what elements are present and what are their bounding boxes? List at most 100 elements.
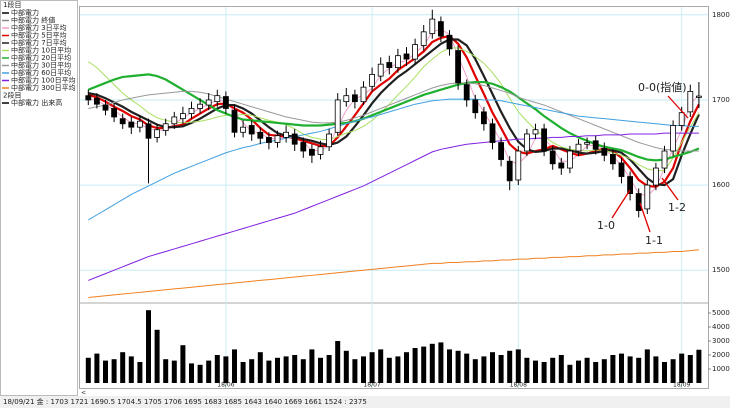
volume-bar bbox=[85, 357, 91, 383]
candle-body bbox=[463, 84, 470, 101]
volume-bar bbox=[653, 356, 659, 383]
candle-body bbox=[145, 123, 152, 139]
volume-bar bbox=[163, 359, 169, 383]
sidebar-section: 2段目 bbox=[3, 91, 21, 100]
candle-body bbox=[343, 95, 350, 103]
candle-body bbox=[653, 167, 659, 186]
scroll-arrow[interactable]: < bbox=[81, 390, 86, 397]
volume-bar bbox=[490, 352, 495, 383]
y-tick-label: 5000 bbox=[712, 309, 730, 317]
y-tick-label: 1700 bbox=[712, 96, 730, 104]
volume-bar bbox=[533, 360, 538, 383]
candle-body bbox=[506, 160, 513, 182]
volume-bar bbox=[455, 350, 461, 383]
candle-body bbox=[584, 142, 590, 145]
candle-body bbox=[429, 18, 436, 34]
candle-body bbox=[128, 121, 135, 128]
candle-body bbox=[420, 31, 427, 46]
candle-body bbox=[94, 97, 100, 105]
candle-body bbox=[154, 129, 161, 138]
candle-body bbox=[558, 162, 565, 169]
volume-bar bbox=[395, 356, 401, 383]
volume-bar bbox=[275, 357, 280, 383]
moving-average-line bbox=[88, 249, 699, 298]
candle-body bbox=[231, 109, 238, 133]
candle-body bbox=[515, 150, 522, 181]
candle-body bbox=[136, 120, 143, 128]
candle-body bbox=[403, 53, 410, 60]
volume-bar bbox=[412, 348, 418, 383]
volume-bar bbox=[593, 362, 599, 383]
candle-body bbox=[222, 96, 229, 109]
candle-body bbox=[549, 150, 556, 165]
candle-body bbox=[567, 150, 573, 169]
x-tick-label: 18/08 bbox=[510, 382, 527, 389]
candle-body bbox=[661, 150, 668, 169]
candle-body bbox=[317, 146, 324, 155]
candle-body bbox=[291, 133, 298, 145]
candle-body bbox=[437, 21, 444, 37]
legend-label: 中部電力 20日平均 bbox=[11, 53, 71, 62]
candle-body bbox=[274, 135, 281, 143]
candle-body bbox=[627, 176, 633, 194]
candle-body bbox=[489, 123, 496, 143]
volume-bar bbox=[636, 357, 642, 383]
candle-body bbox=[214, 95, 221, 103]
volume-bar bbox=[386, 357, 392, 383]
candle-body bbox=[678, 112, 685, 126]
annotation: 0-0(指値) bbox=[638, 80, 687, 94]
volume-bar bbox=[223, 356, 229, 383]
candle-body bbox=[687, 91, 694, 113]
volume-bar bbox=[318, 357, 323, 383]
legend-label: 中部電力 出来高 bbox=[11, 98, 62, 107]
volume-bar bbox=[481, 356, 487, 383]
volume-bar bbox=[558, 355, 564, 383]
moving-average-line bbox=[88, 47, 700, 172]
candle-body bbox=[171, 116, 178, 125]
volume-bar bbox=[309, 349, 315, 383]
sidebar-section: 1段目 bbox=[3, 0, 21, 9]
volume-bar bbox=[94, 353, 100, 383]
candle-body bbox=[240, 126, 247, 133]
candle-body bbox=[524, 133, 530, 152]
candle-body bbox=[592, 140, 599, 150]
candle-body bbox=[360, 86, 367, 103]
volume-bar bbox=[627, 356, 633, 383]
volume-bar bbox=[283, 356, 289, 383]
candle-body bbox=[119, 118, 126, 125]
candle-body bbox=[188, 108, 195, 114]
candle-body bbox=[179, 113, 186, 120]
candle-body bbox=[283, 131, 290, 138]
volume-bar bbox=[103, 360, 108, 383]
moving-average-line bbox=[88, 82, 699, 152]
candle-body bbox=[257, 131, 264, 139]
volume-bar bbox=[214, 355, 220, 383]
volume-bar bbox=[154, 329, 160, 383]
volume-bar bbox=[447, 349, 452, 383]
candle-body bbox=[446, 34, 453, 50]
candle-body bbox=[412, 44, 419, 60]
volume-bar bbox=[550, 357, 556, 383]
candle-body bbox=[102, 104, 109, 111]
annotation-pointer bbox=[639, 202, 651, 233]
moving-average-line bbox=[88, 38, 700, 187]
volume-bar bbox=[567, 364, 573, 383]
candle-body bbox=[85, 95, 92, 101]
volume-bar bbox=[584, 357, 590, 383]
legend-label: 中部電力 10日平均 bbox=[11, 46, 71, 55]
annotation: 1-0 bbox=[597, 219, 615, 232]
volume-bar bbox=[266, 360, 272, 383]
candle-body bbox=[162, 123, 169, 131]
volume-bar bbox=[378, 349, 384, 383]
moving-average-line bbox=[88, 132, 699, 281]
legend-label: 中部電力 3日平均 bbox=[11, 23, 67, 32]
volume-bar bbox=[343, 350, 349, 383]
candle-body bbox=[610, 154, 616, 165]
annotation: 1-1 bbox=[645, 234, 663, 247]
volume-bar bbox=[146, 310, 151, 383]
candle-body bbox=[377, 63, 384, 77]
candle-body bbox=[351, 94, 358, 103]
legend-label: 中部電力 100日平均 bbox=[11, 76, 76, 85]
candle-body bbox=[326, 133, 333, 148]
